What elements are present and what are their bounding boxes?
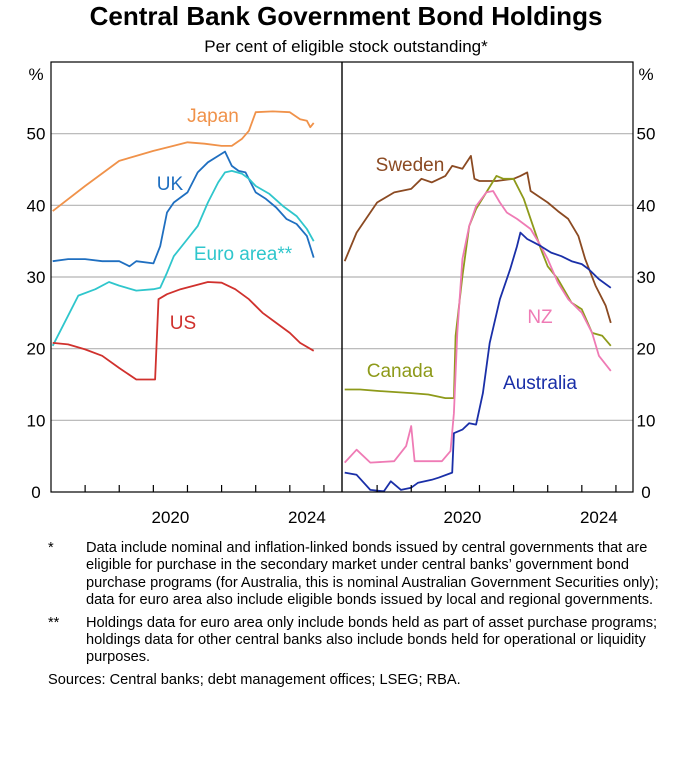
y-tick-label-left: 40 — [27, 196, 46, 215]
footnote-marker: * — [48, 540, 54, 556]
series-label: NZ — [527, 307, 553, 328]
series-label: Australia — [503, 373, 577, 394]
series-line-uk — [52, 150, 315, 268]
y-tick-label-left: 0 — [31, 483, 40, 502]
series-label: Canada — [367, 361, 434, 382]
y-tick-label-left: 10 — [27, 411, 46, 430]
y-tick-label-right: 50 — [637, 125, 656, 144]
footnotes: * Data include nominal and inflation-lin… — [48, 540, 668, 689]
x-tick-label: 2020 — [443, 508, 481, 527]
y-tick-label-left: 50 — [27, 125, 46, 144]
y-tick-label-right: 20 — [637, 340, 656, 359]
footnote: * Data include nominal and inflation-lin… — [48, 540, 668, 610]
y-axis-unit-left: % — [28, 65, 43, 84]
footnote: ** Holdings data for euro area only incl… — [48, 615, 668, 667]
series-line-us — [52, 281, 315, 381]
series-label: Sweden — [376, 155, 445, 176]
series-line-euro-area — [51, 170, 315, 347]
y-tick-label-right: 10 — [637, 411, 656, 430]
x-tick-label: 2024 — [288, 508, 326, 527]
y-tick-label-right: 30 — [637, 268, 656, 287]
footnote-text: Holdings data for euro area only include… — [86, 614, 658, 666]
series-label: US — [170, 313, 196, 334]
footnote-text: Data include nominal and inflation-linke… — [86, 540, 659, 609]
footnote-marker: ** — [48, 614, 60, 631]
series-line-australia — [344, 231, 612, 493]
chart-title: Central Bank Government Bond Holdings — [90, 1, 603, 31]
y-tick-label-right: 40 — [637, 196, 656, 215]
y-tick-label-right: 0 — [641, 483, 650, 502]
series-line-sweden — [343, 155, 612, 324]
y-tick-label-left: 20 — [27, 340, 46, 359]
series-line-japan — [52, 110, 315, 212]
chart-subtitle: Per cent of eligible stock outstanding* — [204, 37, 488, 56]
series-label: UK — [157, 174, 184, 195]
y-axis-unit-right: % — [638, 65, 653, 84]
series-line-nz — [344, 190, 612, 464]
series-label: Japan — [187, 106, 239, 127]
y-tick-label-left: 30 — [27, 268, 46, 287]
sources: Sources: Central banks; debt management … — [48, 671, 461, 688]
x-tick-label: 2020 — [151, 508, 189, 527]
series-label: Euro area** — [194, 244, 293, 265]
x-tick-label: 2024 — [580, 508, 618, 527]
